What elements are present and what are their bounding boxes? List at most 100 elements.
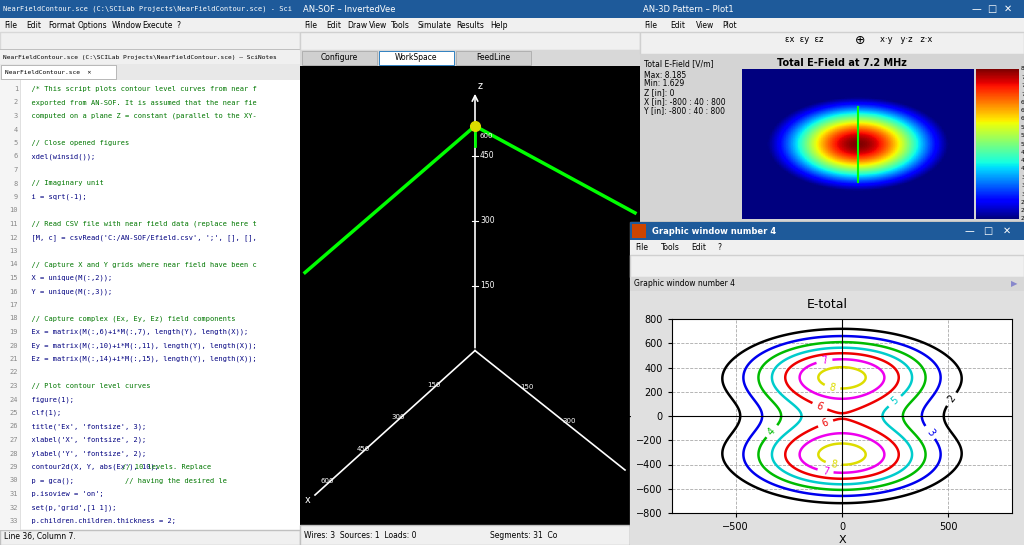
Text: 7: 7 <box>13 167 18 173</box>
Text: // Capture X and Y grids where near field have been c: // Capture X and Y grids where near fiel… <box>23 262 257 268</box>
Text: 4.57: 4.57 <box>1021 158 1024 163</box>
Text: X = unique(M(:,2));: X = unique(M(:,2)); <box>23 275 113 281</box>
Bar <box>630 222 1024 240</box>
Text: 16: 16 <box>9 288 18 294</box>
Text: Ey = matrix(M(:,10)+i*M(:,11), length(Y), length(X));: Ey = matrix(M(:,10)+i*M(:,11), length(Y)… <box>23 342 257 349</box>
Text: 25: 25 <box>9 410 18 416</box>
Bar <box>0 18 300 32</box>
Text: 20: 20 <box>9 342 18 348</box>
Text: // Close opened figures: // Close opened figures <box>23 140 129 146</box>
Text: File: File <box>4 21 17 29</box>
Text: Ez = matrix(M(:,14)+i*M(:,15), length(Y), length(X));: Ez = matrix(M(:,14)+i*M(:,15), length(Y)… <box>23 356 257 362</box>
Bar <box>379 51 454 65</box>
Bar <box>630 240 1024 255</box>
Bar <box>630 222 1024 545</box>
Text: 3.58: 3.58 <box>1021 183 1024 188</box>
Text: Tools: Tools <box>391 21 410 29</box>
Text: 3: 3 <box>925 427 936 438</box>
Text: File: File <box>635 243 648 251</box>
Bar <box>456 51 531 65</box>
Text: 14: 14 <box>9 262 18 268</box>
Text: 600: 600 <box>321 478 334 484</box>
Text: // Read CSV file with near field data (replace here t: // Read CSV file with near field data (r… <box>23 221 257 227</box>
Text: 2.26: 2.26 <box>1021 216 1024 221</box>
Text: NearFieldContour.sce  ✕: NearFieldContour.sce ✕ <box>5 70 91 75</box>
Text: Total E-Field [V/m]: Total E-Field [V/m] <box>644 59 714 69</box>
Text: x: x <box>305 495 310 505</box>
Text: ⊕: ⊕ <box>855 33 865 46</box>
Text: Edit: Edit <box>670 21 685 29</box>
Text: Format: Format <box>48 21 75 29</box>
Bar <box>1 65 116 79</box>
Text: 600: 600 <box>479 133 493 139</box>
Text: 2: 2 <box>13 100 18 106</box>
Text: 1: 1 <box>13 86 18 92</box>
Bar <box>0 0 300 18</box>
Text: Edit: Edit <box>691 243 707 251</box>
Bar <box>0 530 300 545</box>
Text: 4: 4 <box>13 126 18 132</box>
Text: 15: 15 <box>9 275 18 281</box>
Text: 11: 11 <box>9 221 18 227</box>
Text: 2.59: 2.59 <box>1021 208 1024 213</box>
Bar <box>300 18 640 32</box>
Text: 2: 2 <box>946 393 957 404</box>
Text: // Capture complex (Ex, Ey, Ez) field components: // Capture complex (Ex, Ey, Ez) field co… <box>23 315 236 322</box>
Text: 27: 27 <box>9 437 18 443</box>
Text: Plot: Plot <box>722 21 736 29</box>
Text: x·y   y·z   z·x: x·y y·z z·x <box>880 35 933 45</box>
Text: AN-SOF – InvertedVee: AN-SOF – InvertedVee <box>303 4 395 14</box>
Text: Draw: Draw <box>347 21 368 29</box>
Text: Results: Results <box>456 21 483 29</box>
Text: Total E-Field at 7.2 MHz: Total E-Field at 7.2 MHz <box>777 58 907 68</box>
Text: // Plot contour level curves: // Plot contour level curves <box>23 383 151 389</box>
Text: Y = unique(M(:,3));: Y = unique(M(:,3)); <box>23 288 113 295</box>
Text: 450: 450 <box>480 152 495 160</box>
Text: 6: 6 <box>815 401 824 412</box>
Text: 22: 22 <box>9 370 18 376</box>
Text: 4: 4 <box>766 426 777 437</box>
Text: Execute: Execute <box>142 21 172 29</box>
Text: Min: 1.629: Min: 1.629 <box>644 80 684 88</box>
Text: Wires: 3  Sources: 1  Loads: 0: Wires: 3 Sources: 1 Loads: 0 <box>304 530 417 540</box>
Text: 7: 7 <box>820 355 828 366</box>
Text: figure(1);: figure(1); <box>23 396 74 403</box>
Text: Configure: Configure <box>321 53 357 63</box>
Text: Segments: 31  Co: Segments: 31 Co <box>490 530 557 540</box>
Text: Ex = matrix(M(:,6)+i*M(:,7), length(Y), length(X));: Ex = matrix(M(:,6)+i*M(:,7), length(Y), … <box>23 329 248 335</box>
Text: 19: 19 <box>9 329 18 335</box>
Bar <box>630 291 1024 545</box>
Bar <box>300 66 640 525</box>
Text: File: File <box>304 21 317 29</box>
Text: 30: 30 <box>9 477 18 483</box>
Text: 5.23: 5.23 <box>1021 142 1024 147</box>
Text: 3: 3 <box>13 113 18 119</box>
Text: 5: 5 <box>13 140 18 146</box>
Text: // 10 levels. Replace: // 10 levels. Replace <box>122 464 211 470</box>
Text: 9: 9 <box>13 194 18 200</box>
Text: 5: 5 <box>889 395 900 407</box>
Text: 6.55: 6.55 <box>1021 108 1024 113</box>
Text: NearFieldContour.sce (C:\SCILab Projects\NearFieldContour.sce) - Sci: NearFieldContour.sce (C:\SCILab Projects… <box>3 6 292 12</box>
Bar <box>632 224 646 238</box>
Text: 300: 300 <box>480 216 495 225</box>
Text: 300: 300 <box>392 414 406 420</box>
Bar <box>630 255 1024 277</box>
Text: /* This script plots contour level curves from near f: /* This script plots contour level curve… <box>23 86 257 92</box>
Text: Edit: Edit <box>26 21 41 29</box>
Text: exported from AN-SOF. It is assumed that the near fie: exported from AN-SOF. It is assumed that… <box>23 100 257 106</box>
X-axis label: X: X <box>839 535 846 545</box>
Text: 7: 7 <box>821 466 829 477</box>
Text: Max: 8.185: Max: 8.185 <box>644 70 686 80</box>
Text: E-total: E-total <box>807 299 848 312</box>
Text: 4.24: 4.24 <box>1021 167 1024 172</box>
Bar <box>640 18 1024 32</box>
Text: 7.21: 7.21 <box>1021 92 1024 96</box>
Text: ✕: ✕ <box>1004 4 1012 14</box>
Text: 8: 8 <box>828 382 837 393</box>
Text: 3.91: 3.91 <box>1021 175 1024 180</box>
Text: 24: 24 <box>9 397 18 403</box>
Bar <box>300 525 640 545</box>
Text: □: □ <box>987 4 996 14</box>
Text: 2.92: 2.92 <box>1021 200 1024 205</box>
